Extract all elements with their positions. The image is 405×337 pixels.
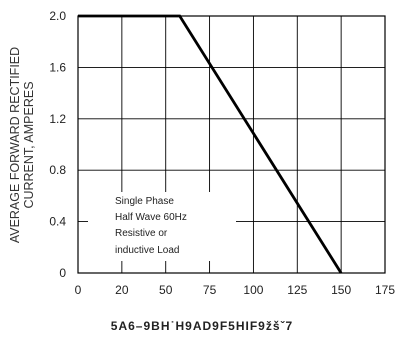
y-axis-label-line-2: CURRENT, AMPERES [22, 81, 36, 208]
x-axis-label: 5A6–9BH˙H9AD9F5HIF9žšˇ7 [111, 319, 293, 333]
x-tick-label: 150 [331, 283, 351, 297]
x-tick-label: 125 [287, 283, 307, 297]
x-tick-label: 50 [159, 283, 173, 297]
annotation-line-2: Half Wave 60Hz [115, 212, 187, 223]
y-tick-label: 2.0 [49, 9, 66, 23]
x-tick-label: 20 [115, 283, 129, 297]
annotation-line-3: Resistive or [115, 228, 168, 239]
annotation-line-1: Single Phase [115, 196, 174, 207]
x-tick-label: 175 [375, 283, 395, 297]
x-tick-label: 0 [75, 283, 82, 297]
y-tick-labels: 0 0.4 0.8 1.2 1.6 2.0 [49, 9, 66, 280]
plot-frame [77, 15, 386, 274]
y-tick-label: 0 [59, 266, 66, 280]
series-line-0 [78, 14, 343, 274]
annotation-text: Single Phase Half Wave 60Hz Resistive or… [115, 196, 187, 256]
y-tick-label: 0.4 [49, 215, 66, 229]
y-tick-label: 0.8 [49, 163, 66, 177]
x-tick-label: 75 [203, 283, 217, 297]
x-tick-labels: 0 20 50 75 100 125 150 175 [75, 283, 396, 297]
y-tick-label: 1.6 [49, 60, 66, 74]
series-marks [78, 14, 343, 274]
annotation-box [88, 192, 236, 261]
annotation-line-4: inductive Load [115, 245, 180, 256]
y-axis-label-line-1: AVERAGE FORWARD RECTIFIED [8, 47, 22, 243]
y-axis-label: AVERAGE FORWARD RECTIFIED CURRENT, AMPER… [8, 47, 36, 243]
y-tick-label: 1.2 [49, 112, 66, 126]
x-tick-label: 100 [243, 283, 263, 297]
